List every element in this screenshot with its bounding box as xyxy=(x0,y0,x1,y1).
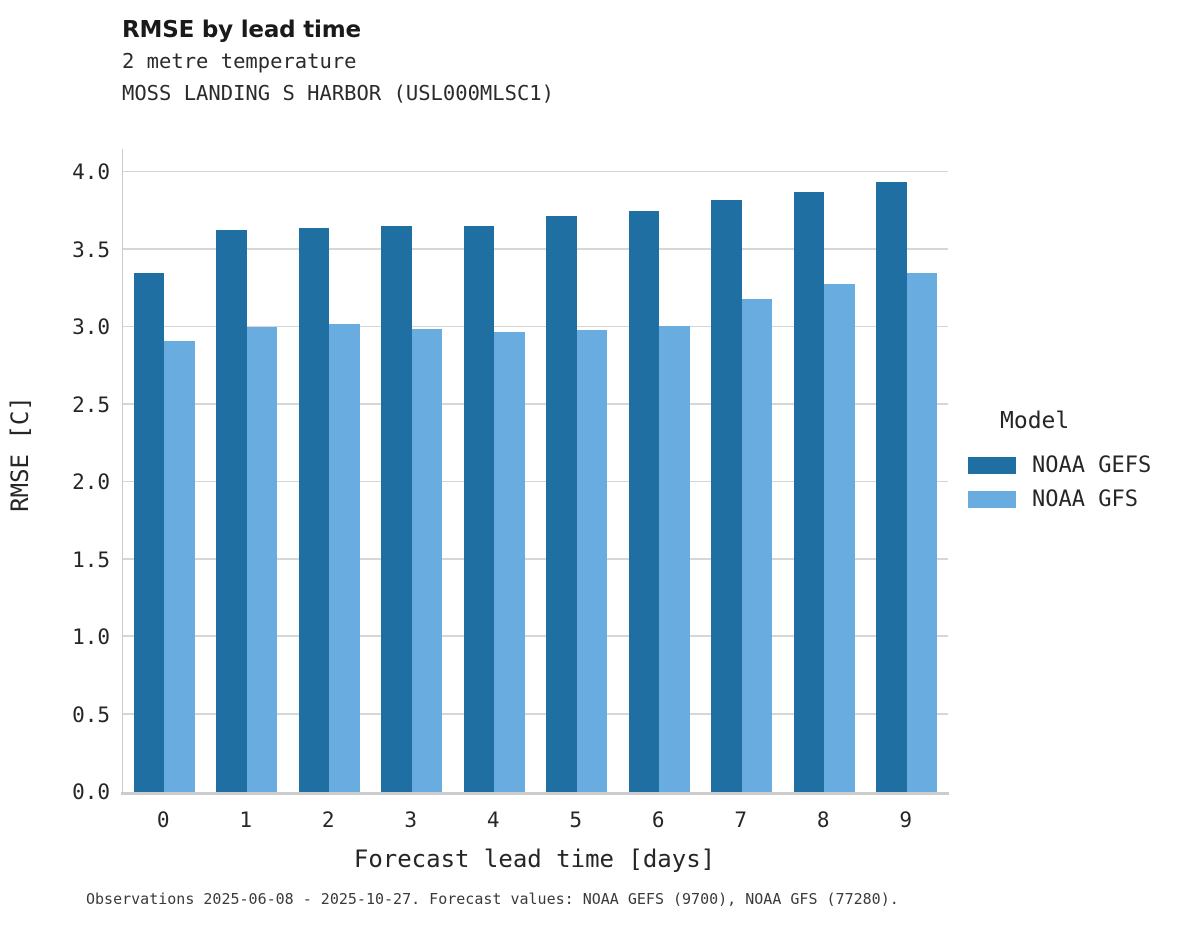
bar-noaa-gfs-lead-2[interactable] xyxy=(329,324,360,792)
bar-noaa-gfs-lead-9[interactable] xyxy=(906,272,938,792)
x-axis-tick-label: 6 xyxy=(651,808,665,832)
x-axis-tick-label: 0 xyxy=(156,808,170,832)
legend-label-gefs: NOAA GEFS xyxy=(1032,452,1152,478)
x-axis-tick-label: 3 xyxy=(404,808,418,832)
gridline xyxy=(123,558,948,560)
bar-noaa-gefs-lead-9[interactable] xyxy=(876,181,907,792)
page-title: RMSE by lead time xyxy=(122,17,361,43)
y-axis-tick-label: 0.0 xyxy=(72,780,110,804)
gridline xyxy=(123,170,948,173)
bar-noaa-gefs-lead-6[interactable] xyxy=(628,210,660,792)
legend: Model NOAA GEFS NOAA GFS xyxy=(968,408,1183,516)
bar-noaa-gfs-lead-8[interactable] xyxy=(824,283,855,792)
gridline xyxy=(123,635,948,638)
y-axis-tick-label: 1.5 xyxy=(72,547,110,572)
y-axis-tick-label: 2.0 xyxy=(72,470,110,495)
bar-noaa-gefs-lead-1[interactable] xyxy=(216,229,247,792)
legend-label-gfs: NOAA GFS xyxy=(1032,486,1138,512)
bar-noaa-gefs-lead-4[interactable] xyxy=(463,226,495,792)
gridline xyxy=(123,480,948,483)
bar-noaa-gefs-lead-5[interactable] xyxy=(546,215,577,792)
x-axis-tick-label: 9 xyxy=(899,808,913,832)
bar-noaa-gefs-lead-0[interactable] xyxy=(133,272,165,792)
legend-item-noaa-gfs[interactable]: NOAA GFS xyxy=(968,482,1183,516)
legend-swatch-icon-gfs xyxy=(968,490,1016,508)
x-axis-label: Forecast lead time [days] xyxy=(353,845,716,873)
gridline xyxy=(123,712,948,715)
bar-noaa-gfs-lead-6[interactable] xyxy=(659,325,690,792)
bar-noaa-gfs-lead-5[interactable] xyxy=(576,330,608,792)
bar-noaa-gfs-lead-0[interactable] xyxy=(164,341,195,792)
bar-noaa-gfs-lead-7[interactable] xyxy=(741,299,773,792)
x-axis-tick-label: 4 xyxy=(486,808,500,832)
plot-area xyxy=(121,149,950,795)
title-block: RMSE by lead time 2 metre temperature MO… xyxy=(122,16,962,109)
y-axis-tick-label: 0.5 xyxy=(72,702,110,727)
y-axis-tick-label: 3.5 xyxy=(72,237,110,262)
gridline xyxy=(123,325,948,328)
legend-swatch-icon-gefs xyxy=(968,456,1016,474)
y-axis-label: RMSE [C] xyxy=(6,396,34,512)
gridline xyxy=(123,248,948,250)
bar-noaa-gfs-lead-1[interactable] xyxy=(246,327,278,792)
bar-noaa-gfs-lead-3[interactable] xyxy=(411,328,443,792)
x-axis-tick-label: 5 xyxy=(569,808,583,832)
x-axis-tick-label: 2 xyxy=(321,808,335,832)
legend-title: Model xyxy=(1000,408,1070,434)
x-axis-tick-label: 8 xyxy=(816,808,830,832)
gridline xyxy=(123,403,948,405)
bar-noaa-gefs-lead-7[interactable] xyxy=(711,200,742,792)
y-axis-tick-label: 3.0 xyxy=(72,315,110,340)
x-axis-line xyxy=(121,792,950,795)
bar-noaa-gfs-lead-4[interactable] xyxy=(494,331,525,792)
chart-subtitle-variable: 2 metre temperature xyxy=(122,49,357,73)
y-axis-tick-label: 2.5 xyxy=(72,392,110,417)
chart-subtitle-station: MOSS LANDING S HARBOR (USL000MLSC1) xyxy=(122,81,554,105)
x-axis-tick-label: 7 xyxy=(734,808,748,832)
bar-noaa-gefs-lead-8[interactable] xyxy=(793,192,825,792)
bar-noaa-gefs-lead-2[interactable] xyxy=(298,228,330,792)
x-axis-tick-label: 1 xyxy=(239,808,253,832)
y-axis-tick-label: 1.0 xyxy=(72,625,110,650)
bar-noaa-gefs-lead-3[interactable] xyxy=(381,226,412,792)
footnote: Observations 2025-06-08 - 2025-10-27. Fo… xyxy=(86,890,899,908)
legend-item-noaa-gefs[interactable]: NOAA GEFS xyxy=(968,448,1183,482)
y-axis-tick-labels: 0.0 0.5 1.0 1.5 2.0 2.5 3.0 3.5 4.0 xyxy=(34,0,110,928)
y-axis-tick-label: 4.0 xyxy=(72,160,110,185)
